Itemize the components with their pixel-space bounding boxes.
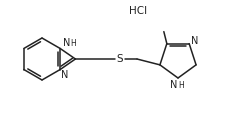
Text: H: H (178, 80, 184, 90)
Text: N: N (191, 36, 199, 46)
Text: H: H (70, 39, 76, 48)
Text: HCl: HCl (129, 6, 147, 16)
Text: N: N (61, 69, 69, 79)
Text: N: N (64, 38, 71, 49)
Text: N: N (170, 80, 178, 90)
Text: S: S (117, 54, 123, 64)
